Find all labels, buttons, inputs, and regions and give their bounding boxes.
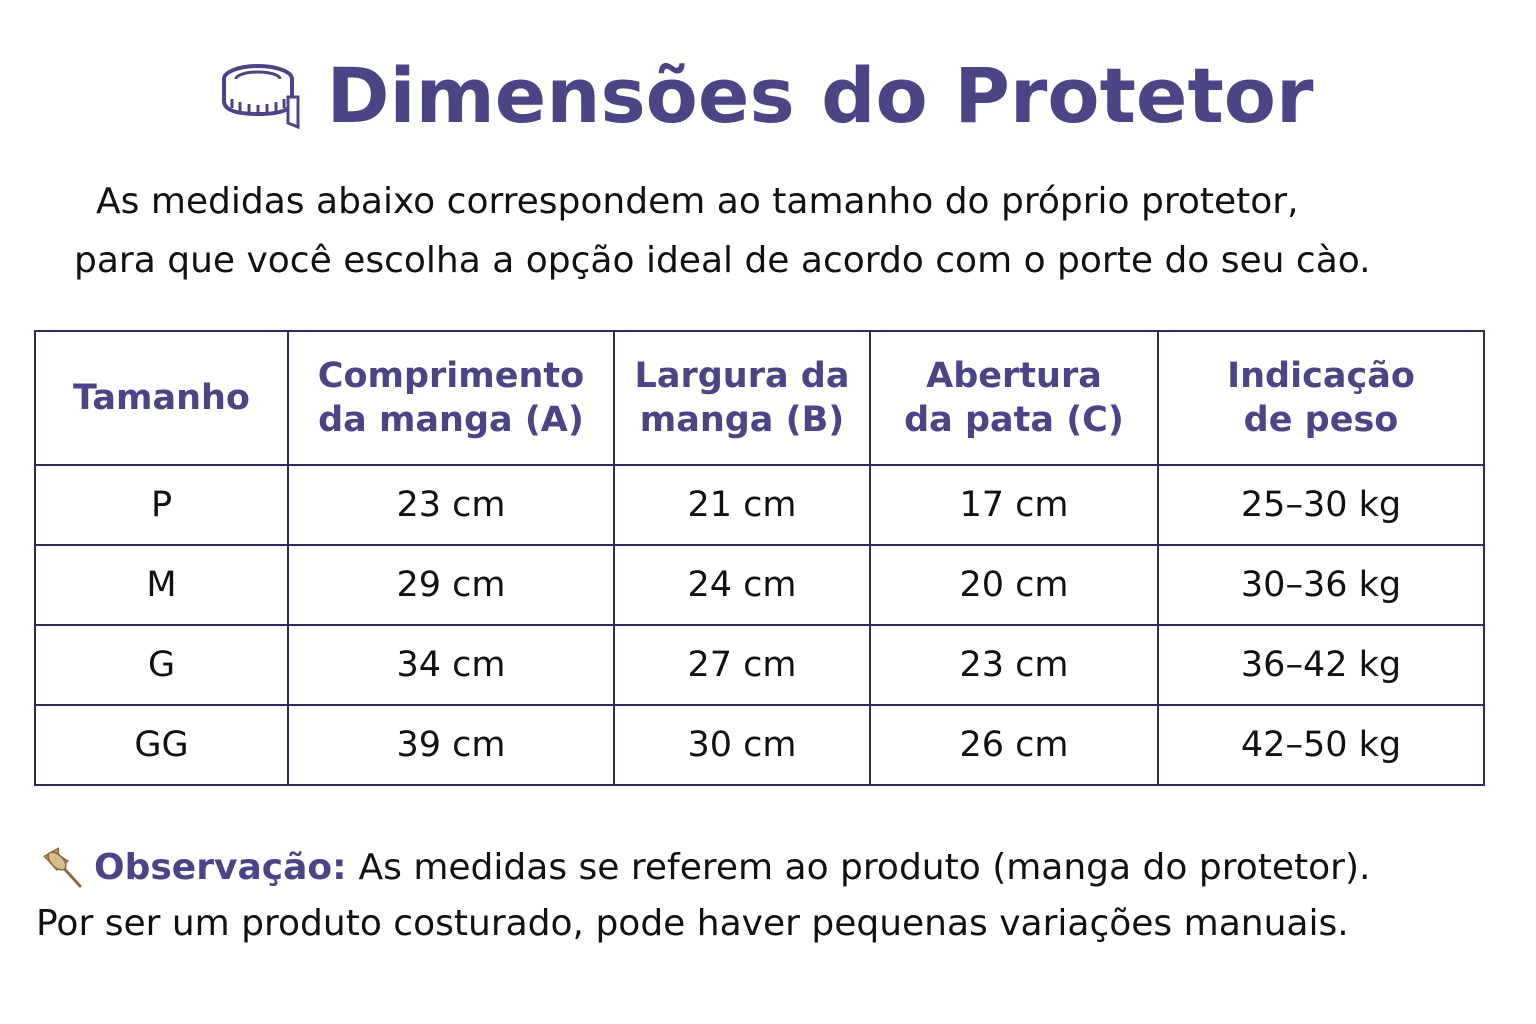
subtitle-line-1: As medidas abaixo correspondem ao tamanh… <box>96 181 1299 222</box>
header-tamanho: Tamanho <box>34 330 289 466</box>
note-line-1: Observação: As medidas se referem ao pro… <box>42 846 1370 890</box>
cell-width: 21 cm <box>613 464 871 546</box>
cell-length: 39 cm <box>287 704 615 786</box>
header-label: Comprimento <box>317 356 585 396</box>
cell-length: 29 cm <box>287 544 615 626</box>
header-label: Abertura <box>926 356 1102 396</box>
header-label: de peso <box>1243 400 1399 440</box>
title-row: Dimensões do Protetor <box>0 58 1536 134</box>
header-label: Tamanho <box>73 378 250 418</box>
cell-length: 23 cm <box>287 464 615 546</box>
page-title: Dimensões do Protetor <box>326 51 1314 140</box>
header-peso: Indicação de peso <box>1157 330 1485 466</box>
header-label: da pata (C) <box>904 400 1124 440</box>
measuring-tape-icon <box>222 64 300 130</box>
header-abertura: Abertura da pata (C) <box>869 330 1159 466</box>
table-row: G 34 cm 27 cm 23 cm 36–42 kg <box>34 624 1485 706</box>
table-row: M 29 cm 24 cm 20 cm 30–36 kg <box>34 544 1485 626</box>
subtitle-line-2: para que você escolha a opção ideal de a… <box>74 240 1371 281</box>
cell-weight: 25–30 kg <box>1157 464 1485 546</box>
cell-weight: 42–50 kg <box>1157 704 1485 786</box>
cell-length: 34 cm <box>287 624 615 706</box>
note-label: Observação <box>94 847 333 888</box>
cell-weight: 36–42 kg <box>1157 624 1485 706</box>
cell-opening: 17 cm <box>869 464 1159 546</box>
note-colon: : <box>332 847 347 888</box>
header-label: da manga (A) <box>318 400 584 440</box>
table-row: P 23 cm 21 cm 17 cm 25–30 kg <box>34 464 1485 546</box>
size-table: Tamanho Comprimento da manga (A) Largura… <box>34 330 1485 786</box>
cell-weight: 30–36 kg <box>1157 544 1485 626</box>
cell-size: G <box>34 624 289 706</box>
cell-size: M <box>34 544 289 626</box>
table-row: GG 39 cm 30 cm 26 cm 42–50 kg <box>34 704 1485 786</box>
cell-size: GG <box>34 704 289 786</box>
cell-width: 24 cm <box>613 544 871 626</box>
cell-width: 30 cm <box>613 704 871 786</box>
cell-width: 27 cm <box>613 624 871 706</box>
pushpin-icon <box>43 847 82 888</box>
header-label: Largura da <box>634 356 850 396</box>
header-largura: Largura da manga (B) <box>613 330 871 466</box>
cell-opening: 23 cm <box>869 624 1159 706</box>
table-header-row: Tamanho Comprimento da manga (A) Largura… <box>34 330 1485 466</box>
header-comprimento: Comprimento da manga (A) <box>287 330 615 466</box>
header-label: manga (B) <box>639 400 845 440</box>
cell-opening: 20 cm <box>869 544 1159 626</box>
cell-size: P <box>34 464 289 546</box>
cell-opening: 26 cm <box>869 704 1159 786</box>
header-label: Indicação <box>1227 356 1415 396</box>
note-text-1: As medidas se referem ao produto (manga … <box>358 847 1371 888</box>
note-line-2: Por ser um produto costurado, pode haver… <box>36 903 1349 944</box>
